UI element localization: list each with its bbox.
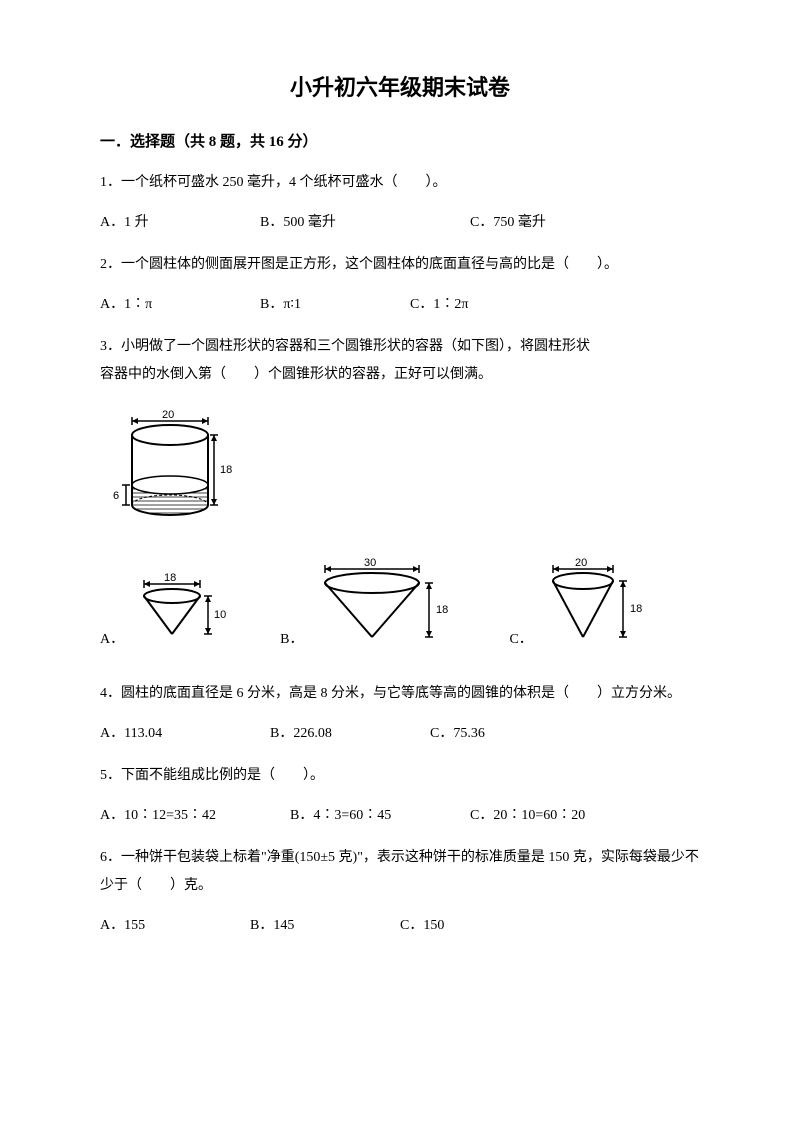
q1-option-c: C．750 毫升 <box>470 211 546 231</box>
question-3-line1: 3．小明做了一个圆柱形状的容器和三个圆锥形状的容器（如下图），将圆柱形状 <box>100 333 700 361</box>
cylinder-svg: 20 <box>110 407 250 527</box>
cone-options-row: A． 18 10 B． <box>100 557 700 652</box>
question-5: 5．下面不能组成比例的是（ ）。 <box>100 762 700 790</box>
question-2: 2．一个圆柱体的侧面展开图是正方形，这个圆柱体的底面直径与高的比是（ ）。 <box>100 251 700 279</box>
cone-a-d: 18 <box>164 572 176 584</box>
cone-option-c: C． 20 18 <box>509 557 658 652</box>
question-4: 4．圆柱的底面直径是 6 分米，高是 8 分米，与它等底等高的圆锥的体积是（ ）… <box>100 680 700 708</box>
cone-b-label: B． <box>280 628 303 652</box>
cone-a-svg: 18 10 <box>130 572 240 652</box>
cone-option-a: A． 18 10 <box>100 572 240 652</box>
q2-option-c: C．1∶2π <box>410 293 468 313</box>
question-3-line2: 容器中的水倒入第（ ）个圆锥形状的容器，正好可以倒满。 <box>100 361 700 389</box>
question-6: 6．一种饼干包装袋上标着"净重(150±5 克)"，表示这种饼干的标准质量是 1… <box>100 844 700 900</box>
cone-b-svg: 30 18 <box>309 557 469 652</box>
question-1-options: A．1 升 B．500 毫升 C．750 毫升 <box>100 211 700 231</box>
page-title: 小升初六年级期末试卷 <box>100 70 700 102</box>
question-1: 1．一个纸杯可盛水 250 毫升，4 个纸杯可盛水（ ）。 <box>100 169 700 197</box>
cyl-water-label: 6 <box>113 490 119 502</box>
q6-option-c: C．150 <box>400 914 444 934</box>
cone-a-label: A． <box>100 628 124 652</box>
cone-b-h: 18 <box>436 604 448 616</box>
exam-page: 小升初六年级期末试卷 一．选择题（共 8 题，共 16 分） 1．一个纸杯可盛水… <box>0 0 800 1004</box>
cyl-height-label: 18 <box>220 464 232 476</box>
cone-a-h: 10 <box>214 609 226 621</box>
question-4-options: A．113.04 B．226.08 C．75.36 <box>100 722 700 742</box>
q5-option-a: A．10∶12=35∶42 <box>100 804 290 824</box>
q4-option-b: B．226.08 <box>270 722 430 742</box>
cone-option-b: B． 30 18 <box>280 557 469 652</box>
cyl-diameter-label: 20 <box>162 409 174 421</box>
q5-option-c: C．20∶10=60∶20 <box>470 804 585 824</box>
q5-option-b: B．4∶3=60∶45 <box>290 804 470 824</box>
q4-option-c: C．75.36 <box>430 722 485 742</box>
q4-option-a: A．113.04 <box>100 722 270 742</box>
question-2-options: A．1∶π B．π∶1 C．1∶2π <box>100 293 700 313</box>
cylinder-figure: 20 <box>110 407 700 527</box>
cone-c-h: 18 <box>630 603 642 615</box>
q1-option-b: B．500 毫升 <box>260 211 470 231</box>
q2-option-b: B．π∶1 <box>260 293 410 313</box>
section-1-header: 一．选择题（共 8 题，共 16 分） <box>100 130 700 151</box>
question-5-options: A．10∶12=35∶42 B．4∶3=60∶45 C．20∶10=60∶20 <box>100 804 700 824</box>
cone-c-d: 20 <box>575 557 587 569</box>
q6-option-a: A．155 <box>100 914 250 934</box>
cone-c-label: C． <box>509 628 532 652</box>
cone-c-svg: 20 18 <box>539 557 659 652</box>
q1-option-a: A．1 升 <box>100 211 260 231</box>
cone-b-d: 30 <box>364 557 376 569</box>
q2-option-a: A．1∶π <box>100 293 260 313</box>
q6-option-b: B．145 <box>250 914 400 934</box>
question-6-options: A．155 B．145 C．150 <box>100 914 700 934</box>
